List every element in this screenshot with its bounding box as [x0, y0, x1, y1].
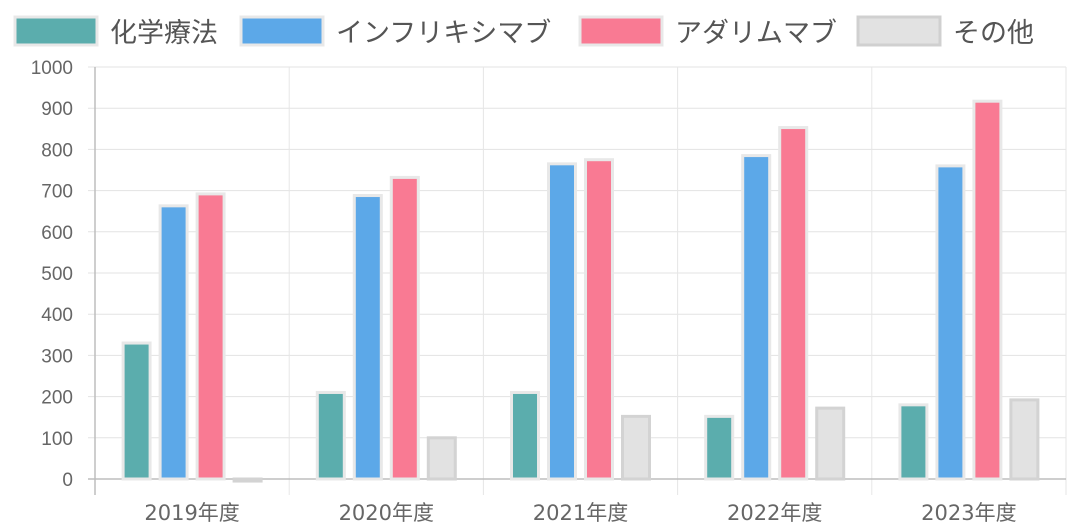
- x-tick-label: 2021年度: [533, 501, 628, 525]
- bar-4-2022年度[interactable]: [815, 406, 846, 481]
- bar-1-2022年度[interactable]: [704, 414, 735, 481]
- legend-swatch: [13, 15, 99, 47]
- legend[interactable]: 化学療法 インフリキシマブ アダリムマブ その他: [13, 15, 1034, 49]
- y-tick-label: 600: [41, 223, 73, 244]
- bar-2-2021年度[interactable]: [547, 162, 577, 481]
- y-tick-label: 200: [41, 388, 73, 409]
- legend-label: インフリキシマブ: [336, 18, 551, 49]
- bar-2-2020年度[interactable]: [352, 194, 383, 481]
- legend-label: 化学療法: [110, 18, 218, 49]
- y-tick-label: 1000: [31, 58, 73, 79]
- y-tick-label: 400: [41, 305, 73, 326]
- bar-1-2019年度[interactable]: [121, 341, 152, 481]
- legend-item[interactable]: その他: [856, 15, 1034, 49]
- legend-swatch: [239, 15, 325, 47]
- plot-area: [121, 99, 1040, 483]
- legend-label: アダリムマブ: [675, 18, 837, 49]
- bar-2-2019年度[interactable]: [158, 204, 189, 481]
- y-tick-label: 500: [41, 264, 73, 285]
- legend-item[interactable]: インフリキシマブ: [239, 15, 551, 49]
- bar-4-2021年度[interactable]: [621, 414, 651, 481]
- bar-4-2023年度[interactable]: [1009, 398, 1040, 481]
- x-tick-label: 2023年度: [921, 501, 1016, 525]
- bar-3-2023年度[interactable]: [972, 99, 1003, 481]
- y-tick-label: 800: [41, 140, 73, 161]
- x-axis: 2019年度 2020年度 2021年度 2022年度 2023年度: [144, 501, 1016, 525]
- bar-3-2021年度[interactable]: [584, 158, 614, 481]
- bar-3-2020年度[interactable]: [389, 175, 420, 481]
- y-tick-label: 100: [41, 429, 73, 450]
- bar-3-2022年度[interactable]: [778, 126, 809, 481]
- x-tick-label: 2022年度: [727, 501, 822, 525]
- legend-swatch: [578, 15, 664, 47]
- x-tick-label: 2019年度: [144, 501, 239, 525]
- bar-3-2019年度[interactable]: [195, 192, 226, 481]
- legend-item[interactable]: アダリムマブ: [578, 15, 837, 49]
- bar-1-2020年度[interactable]: [315, 390, 346, 481]
- y-tick-label: 700: [41, 182, 73, 203]
- bar-1-2021年度[interactable]: [510, 390, 540, 481]
- y-tick-label: 0: [62, 470, 73, 491]
- y-tick-label: 300: [41, 346, 73, 367]
- bar-1-2023年度[interactable]: [898, 403, 929, 481]
- bar-4-2020年度[interactable]: [426, 436, 457, 481]
- y-axis: 0 100 200 300 400 500 600 700 800 900 1000: [31, 58, 73, 491]
- bar-2-2022年度[interactable]: [741, 154, 772, 481]
- bar-4-2019年度[interactable]: [232, 477, 263, 483]
- legend-label: その他: [953, 18, 1034, 49]
- x-tick-label: 2020年度: [339, 501, 434, 525]
- legend-item[interactable]: 化学療法: [13, 15, 218, 49]
- y-tick-label: 900: [41, 99, 73, 120]
- legend-swatch: [856, 15, 942, 47]
- bar-2-2023年度[interactable]: [935, 164, 966, 481]
